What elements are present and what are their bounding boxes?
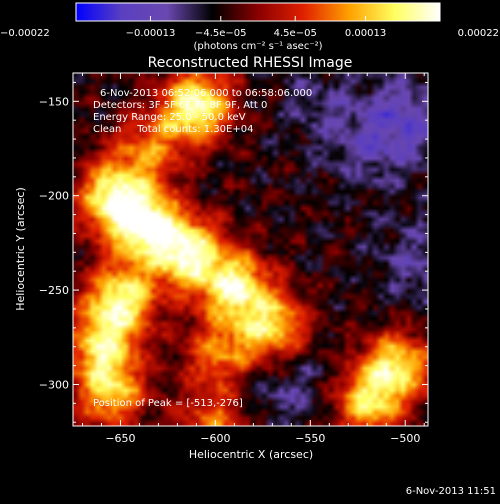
y-axis-label: Heliocentric Y (arcsec)	[14, 187, 27, 311]
colorbar-tick-label: −4.5e−05	[195, 28, 247, 39]
y-tick-label: −250	[39, 284, 69, 297]
heatmap-image	[73, 73, 428, 426]
y-tick-label: −150	[39, 95, 69, 108]
x-axis-label: Heliocentric X (arcsec)	[189, 448, 313, 461]
colorbar: −0.00022 −0.00013 −4.5e−05 4.5e−05 0.00013 0.…	[0, 2, 499, 52]
colorbar-tick-label: 4.5e−05	[274, 28, 317, 39]
colorbar-tick-label: 0.00022	[458, 28, 499, 39]
x-tick-label: −500	[390, 432, 420, 445]
plot-area: −650 −600 −550 −500 −150 −200 −250 −300	[39, 72, 429, 445]
y-tick-label: −200	[39, 190, 69, 203]
y-tick-label: −300	[39, 378, 69, 391]
colorbar-ticks: −0.00022 −0.00013 −4.5e−05 4.5e−05 0.00013 0.…	[0, 16, 499, 39]
chart-title: Reconstructed RHESSI Image	[148, 55, 353, 71]
annotation-clean-counts: Clean Total counts: 1.30E+04	[93, 124, 253, 135]
x-tick-label: −650	[105, 432, 135, 445]
colorbar-unit-label: (photons cm⁻² s⁻¹ asec⁻²)	[193, 41, 322, 52]
annotation-detectors: Detectors: 3F 5F 6F 7F 8F 9F, Att 0	[93, 100, 267, 111]
footer-timestamp: 6-Nov-2013 11:51	[406, 486, 496, 497]
annotations: 6-Nov-2013 06:52:06.000 to 06:58:06.000 …	[93, 88, 312, 409]
annotation-peak-position: Position of Peak = [-513,-276]	[93, 398, 243, 409]
colorbar-tick-label: 0.00013	[345, 28, 386, 39]
colorbar-tick-label: −0.00013	[126, 28, 176, 39]
x-tick-label: −600	[200, 432, 230, 445]
y-axis-ticks: −150 −200 −250 −300	[39, 81, 428, 423]
x-tick-label: −550	[295, 432, 325, 445]
annotation-energy-range: Energy Range: 25.0 - 50.0 keV	[93, 112, 246, 123]
colorbar-tick-label: −0.00022	[0, 28, 50, 39]
colorbar-gradient	[75, 2, 441, 22]
x-axis-ticks: −650 −600 −550 −500	[81, 73, 425, 445]
annotation-time-range: 6-Nov-2013 06:52:06.000 to 06:58:06.000	[100, 88, 312, 99]
plot-frame	[72, 72, 429, 427]
